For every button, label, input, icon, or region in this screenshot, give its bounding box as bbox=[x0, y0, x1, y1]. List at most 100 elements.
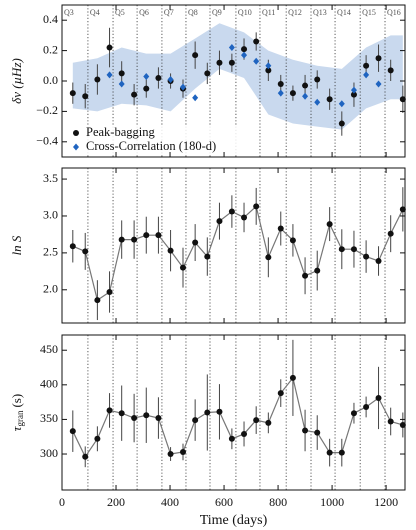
point-marker bbox=[253, 38, 260, 45]
point-marker bbox=[204, 409, 211, 416]
point-marker bbox=[241, 46, 248, 53]
point-marker bbox=[131, 415, 138, 422]
y-tick-label: 2.5 bbox=[43, 245, 58, 259]
point-marker bbox=[314, 267, 321, 274]
quarter-label: Q15 bbox=[362, 8, 376, 17]
diamond-marker bbox=[375, 80, 382, 88]
point-marker bbox=[399, 421, 406, 428]
point-marker bbox=[338, 449, 345, 456]
y-tick-label: 0.2 bbox=[43, 42, 58, 56]
y-label-symbol: τ bbox=[9, 425, 24, 431]
point-marker bbox=[350, 246, 357, 253]
point-marker bbox=[69, 243, 76, 250]
y-axis-label: ln S bbox=[9, 235, 24, 255]
point-marker bbox=[131, 236, 138, 243]
point-marker bbox=[253, 203, 260, 210]
point-marker bbox=[375, 55, 382, 62]
diamond-marker bbox=[192, 94, 199, 102]
point-marker bbox=[106, 44, 113, 51]
quarter-label: Q7 bbox=[164, 8, 174, 17]
point-marker bbox=[302, 272, 309, 279]
point-marker bbox=[241, 430, 248, 437]
legend-swatch bbox=[73, 130, 79, 136]
point-marker bbox=[204, 253, 211, 260]
point-marker bbox=[106, 289, 113, 295]
x-tick-label: 1000 bbox=[320, 495, 344, 509]
point-marker bbox=[363, 253, 370, 260]
point-marker bbox=[179, 448, 186, 455]
point-marker bbox=[143, 85, 150, 92]
diamond-marker bbox=[265, 62, 272, 70]
point-marker bbox=[179, 264, 186, 271]
quarter-label: Q12 bbox=[288, 8, 302, 17]
point-marker bbox=[289, 90, 296, 97]
y-tick-label: 0.4 bbox=[43, 12, 58, 26]
point-marker bbox=[228, 59, 235, 66]
quarter-label: Q4 bbox=[90, 8, 100, 17]
point-marker bbox=[363, 403, 370, 410]
point-marker bbox=[350, 91, 357, 98]
point-marker bbox=[131, 91, 138, 98]
diamond-marker bbox=[253, 57, 260, 65]
diamond-marker bbox=[314, 98, 321, 106]
point-marker bbox=[94, 435, 101, 442]
x-tick-label: 0 bbox=[59, 495, 65, 509]
quarter-label: Q10 bbox=[238, 8, 252, 17]
diamond-marker bbox=[338, 100, 345, 108]
diamond-marker bbox=[363, 71, 370, 79]
point-marker bbox=[118, 410, 125, 417]
plot-frame bbox=[61, 334, 406, 491]
point-marker bbox=[118, 70, 125, 77]
x-tick-label: 600 bbox=[215, 495, 233, 509]
point-marker bbox=[350, 410, 357, 417]
y-tick-label: 400 bbox=[40, 377, 58, 391]
uncertainty-band bbox=[72, 23, 403, 130]
diamond-marker bbox=[118, 80, 125, 88]
point-marker bbox=[167, 451, 174, 458]
y-tick-label: 3.0 bbox=[43, 208, 58, 222]
quarter-label: Q8 bbox=[188, 8, 198, 17]
point-marker bbox=[375, 394, 382, 401]
point-marker bbox=[253, 417, 260, 424]
point-marker bbox=[387, 418, 394, 425]
point-marker bbox=[314, 429, 321, 436]
point-marker bbox=[228, 208, 235, 215]
diamond-marker bbox=[179, 83, 186, 91]
point-marker bbox=[155, 415, 162, 422]
point-marker bbox=[106, 407, 113, 414]
point-marker bbox=[155, 74, 162, 81]
y-tick-label: 450 bbox=[40, 342, 58, 356]
quarter-label: Q5 bbox=[115, 8, 125, 17]
point-marker bbox=[216, 408, 223, 415]
legend-label: Peak-bagging bbox=[86, 125, 155, 139]
point-marker bbox=[82, 453, 89, 460]
point-marker bbox=[192, 417, 199, 424]
point-marker bbox=[82, 93, 89, 100]
diamond-marker bbox=[241, 51, 248, 59]
point-marker bbox=[387, 67, 394, 74]
quarter-label: Q3 bbox=[64, 8, 74, 17]
point-marker bbox=[363, 62, 370, 69]
y-tick-label: 2.0 bbox=[43, 282, 58, 296]
point-marker bbox=[302, 82, 309, 89]
quarter-label: Q11 bbox=[262, 8, 275, 17]
x-tick-label: 800 bbox=[269, 495, 287, 509]
point-marker bbox=[204, 70, 211, 77]
point-marker bbox=[289, 237, 296, 244]
point-marker bbox=[326, 221, 333, 228]
diamond-marker bbox=[228, 44, 235, 52]
point-marker bbox=[277, 225, 284, 232]
point-marker bbox=[155, 232, 162, 239]
legend-swatch bbox=[73, 143, 79, 151]
x-tick-label: 200 bbox=[107, 495, 125, 509]
legend-box bbox=[66, 125, 244, 155]
y-tick-label: −0.2 bbox=[36, 103, 58, 117]
point-marker bbox=[143, 412, 150, 419]
point-marker bbox=[94, 76, 101, 83]
diamond-marker bbox=[106, 71, 113, 79]
y-tick-label: −0.4 bbox=[36, 134, 58, 148]
point-marker bbox=[375, 258, 382, 264]
point-marker bbox=[277, 390, 284, 397]
y-axis-label: δν (µHz) bbox=[9, 58, 24, 104]
diamond-marker bbox=[143, 72, 150, 80]
